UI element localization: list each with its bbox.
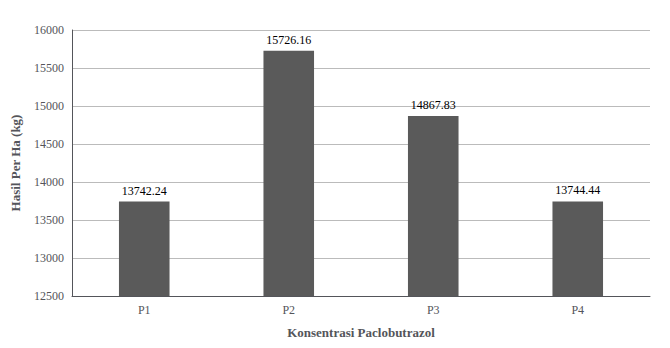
svg-text:P2: P2: [282, 303, 295, 317]
svg-text:P1: P1: [138, 303, 151, 317]
svg-text:14867.83: 14867.83: [411, 98, 456, 112]
svg-text:13000: 13000: [34, 251, 64, 265]
svg-text:13742.24: 13742.24: [122, 184, 167, 198]
svg-text:15726.16: 15726.16: [266, 33, 311, 47]
svg-text:P4: P4: [571, 303, 584, 317]
svg-text:14000: 14000: [34, 175, 64, 189]
svg-text:15000: 15000: [34, 99, 64, 113]
svg-text:12500: 12500: [34, 289, 64, 303]
svg-text:16000: 16000: [34, 23, 64, 37]
svg-text:13744.44: 13744.44: [555, 183, 600, 197]
svg-text:15500: 15500: [34, 61, 64, 75]
svg-text:14500: 14500: [34, 137, 64, 151]
svg-text:13500: 13500: [34, 213, 64, 227]
svg-text:Hasil Per Ha (kg): Hasil Per Ha (kg): [8, 115, 23, 212]
svg-text:P3: P3: [427, 303, 440, 317]
svg-text:Konsentrasi Paclobutrazol: Konsentrasi Paclobutrazol: [287, 325, 435, 340]
